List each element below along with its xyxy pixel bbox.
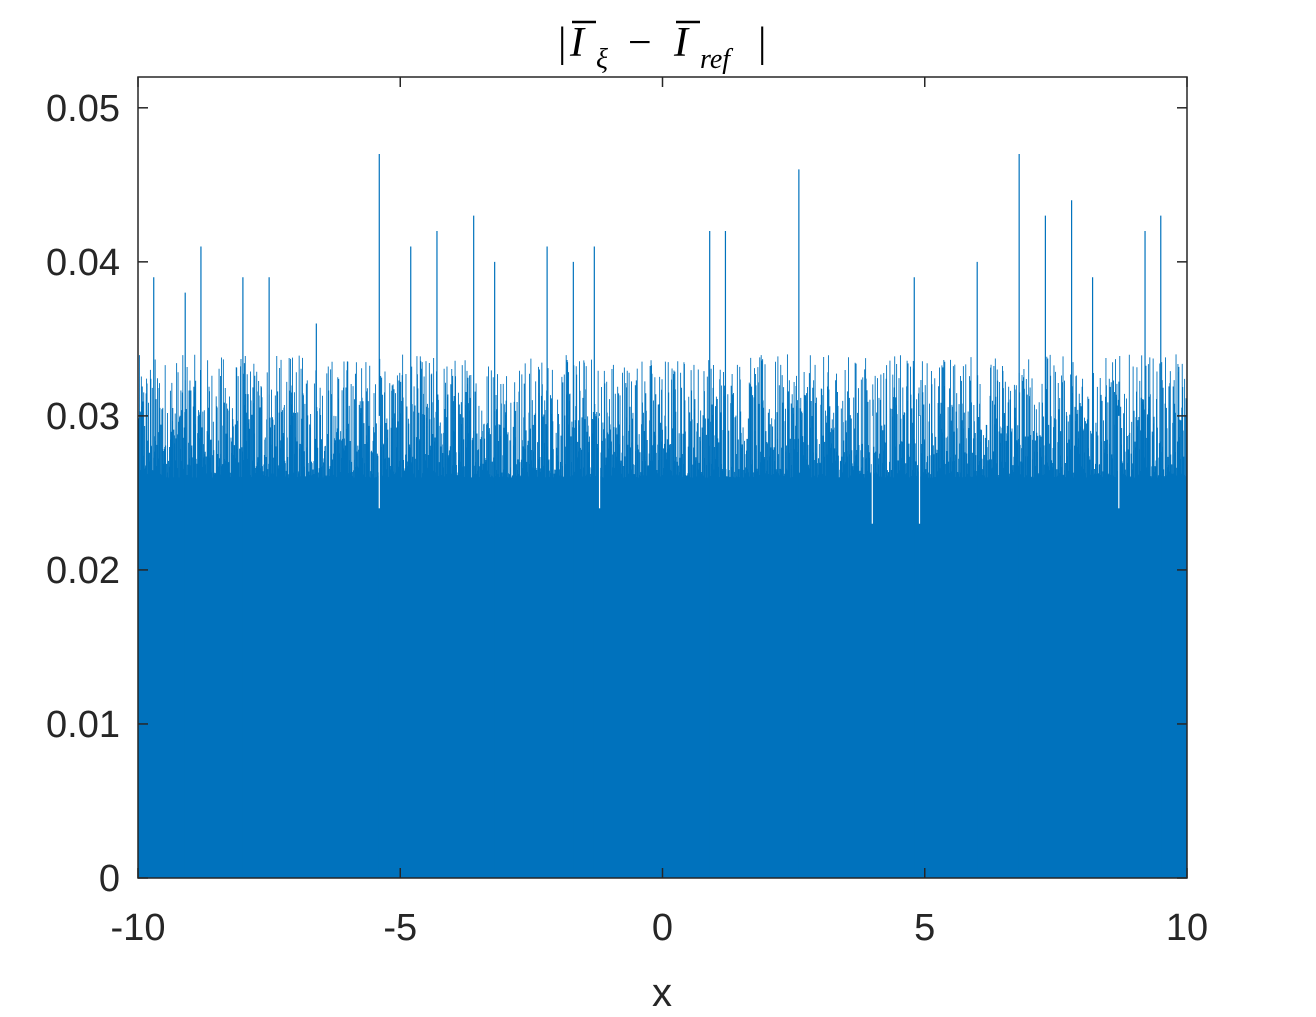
y-tick-label: 0.03 [46,396,120,438]
series-area [137,154,1188,878]
title-symbol-2: I [673,20,690,66]
series-noise [137,354,1188,878]
x-tick-label: -10 [111,907,166,949]
x-tick-label: 5 [914,907,935,949]
title-subscript-1: ξ [596,44,608,75]
y-tick-label: 0 [99,858,120,900]
title-bar-left: | [558,20,566,66]
chart-title: | I ξ − I ref | [558,20,766,75]
x-tick-label: 10 [1166,907,1208,949]
title-subscript-2: ref [700,44,733,75]
x-axis-label: x [652,971,672,1015]
title-bar-right: | [758,20,766,66]
y-tick-label: 0.04 [46,242,120,284]
title-minus: − [628,20,652,66]
y-tick-label: 0.02 [46,550,120,592]
x-tick-label: -5 [383,907,417,949]
x-tick-label: 0 [652,907,673,949]
title-symbol-1: I [569,20,586,66]
y-tick-label: 0.05 [46,88,120,130]
axis-ticks: -10 -5 0 5 10 0 0.01 0.02 0.03 0.04 0.05 [46,77,1208,949]
y-tick-label: 0.01 [46,704,120,746]
